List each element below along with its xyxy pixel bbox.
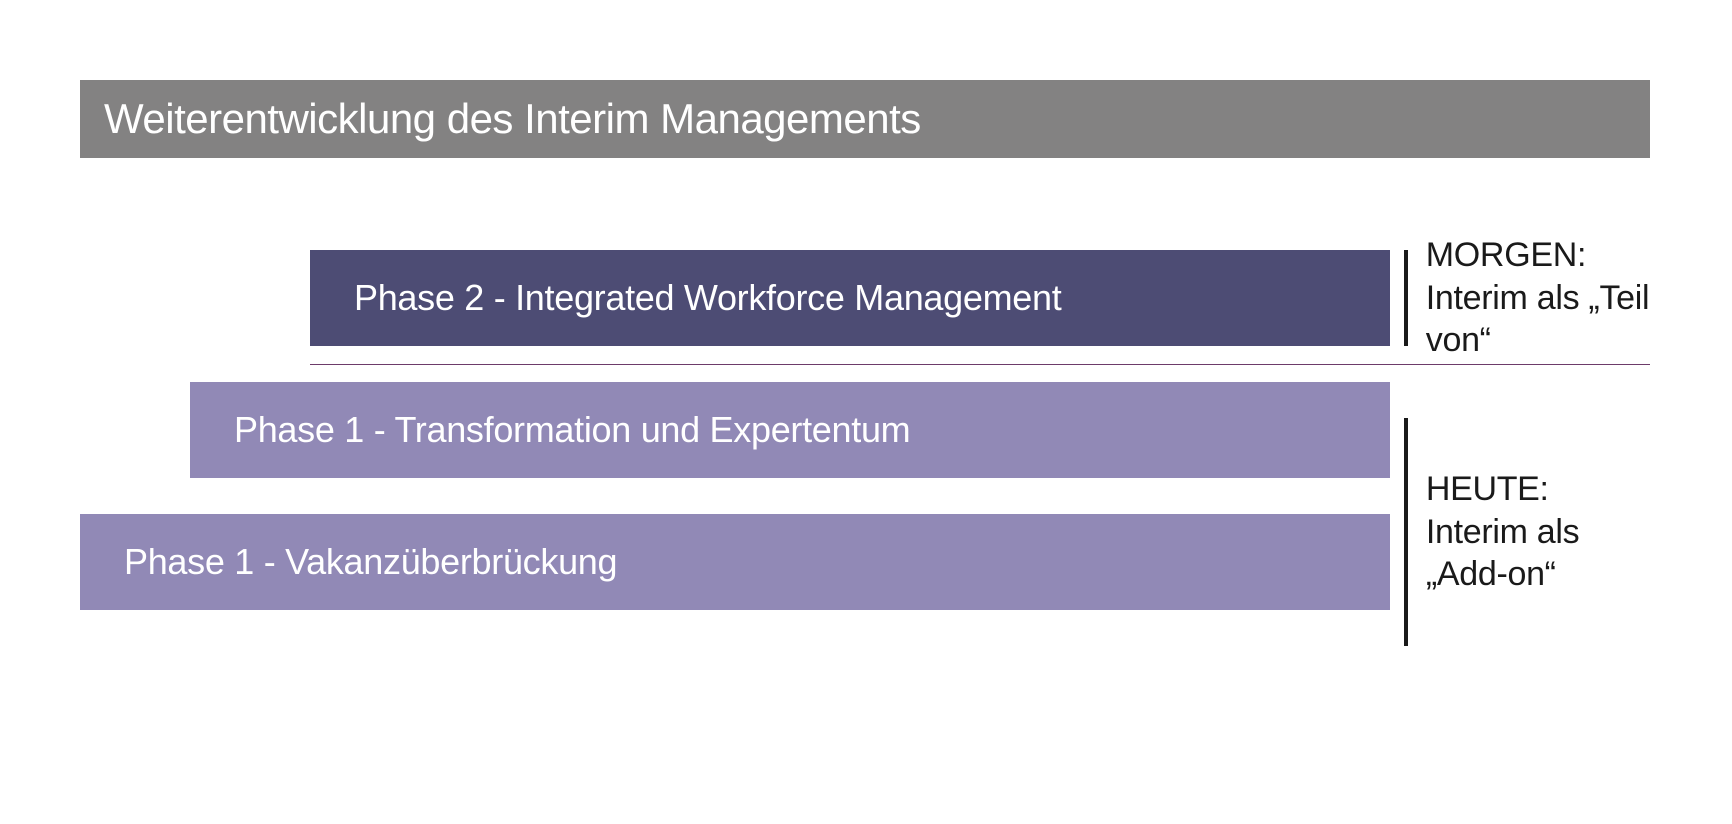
divider-line — [310, 364, 1650, 365]
bar-label: Phase 2 - Integrated Workforce Managemen… — [354, 277, 1061, 319]
side-annotation-morgen: MORGEN: Interim als „Teil von“ — [1404, 250, 1650, 346]
bar-label: Phase 1 - Vakanzüberbrückung — [124, 541, 617, 583]
bar-phase1-vakanz: Phase 1 - Vakanzüberbrückung — [80, 514, 1390, 610]
title-bar: Weiterentwicklung des Interim Management… — [80, 80, 1650, 158]
bar-phase1-transformation: Phase 1 - Transformation und Expertentum — [190, 382, 1390, 478]
vline-icon — [1404, 250, 1408, 346]
bar-label: Phase 1 - Transformation und Expertentum — [234, 409, 910, 451]
divider-row — [80, 346, 1650, 382]
side-line2: Interim als „Teil von“ — [1426, 277, 1650, 362]
side-annotation-heute: HEUTE: Interim als „Add-on“ — [1404, 418, 1650, 646]
side-text-morgen: MORGEN: Interim als „Teil von“ — [1426, 250, 1650, 346]
side-line1: MORGEN: — [1426, 234, 1650, 277]
title-text: Weiterentwicklung des Interim Management… — [104, 95, 921, 143]
vline-icon — [1404, 418, 1408, 646]
side-line1: HEUTE: — [1426, 468, 1650, 511]
bar-phase2: Phase 2 - Integrated Workforce Managemen… — [310, 250, 1390, 346]
side-text-heute: HEUTE: Interim als „Add-on“ — [1426, 418, 1650, 646]
chart-area: Phase 2 - Integrated Workforce Managemen… — [80, 250, 1650, 610]
side-line2: Interim als „Add-on“ — [1426, 511, 1650, 596]
